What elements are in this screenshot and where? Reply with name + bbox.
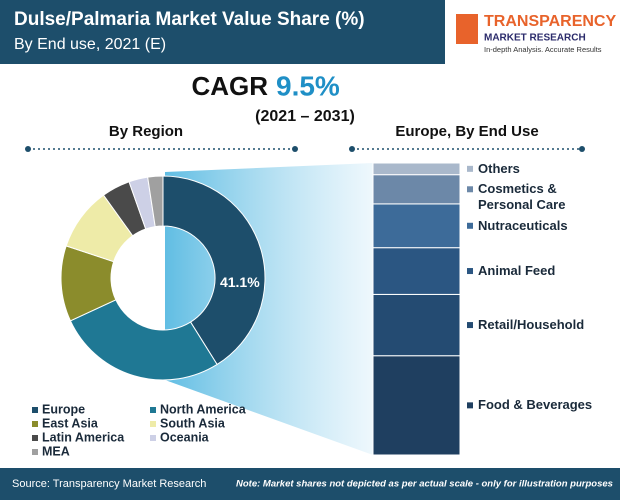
legend-swatch	[150, 407, 156, 413]
bar-segment	[372, 174, 461, 205]
divider-dot	[25, 146, 31, 152]
legend-label: Food & Beverages	[478, 397, 593, 413]
title-band	[0, 0, 445, 64]
subtitle: By End use, 2021 (E)	[14, 36, 166, 53]
legend-swatch	[32, 421, 38, 427]
divider-dot	[579, 146, 585, 152]
donut-title: By Region	[109, 123, 183, 140]
legend-swatch	[150, 435, 156, 441]
legend-swatch	[32, 407, 38, 413]
cagr-period: (2021 – 2031)	[255, 108, 355, 125]
donut-slice	[147, 175, 164, 228]
bar-segment	[372, 293, 461, 357]
divider-dot	[292, 146, 298, 152]
logo-name: TRANSPARENCY	[484, 13, 616, 30]
cagr-label: CAGR	[191, 71, 268, 101]
footer-band	[0, 468, 620, 500]
legend-swatch	[467, 402, 473, 409]
legend-label: MEA	[42, 444, 70, 458]
logo-line: MARKET RESEARCH	[484, 33, 586, 44]
legend-swatch	[467, 322, 473, 329]
legend-label: South Asia	[160, 416, 226, 430]
cagr-value: 9.5%	[276, 70, 340, 101]
donut-slice	[162, 175, 266, 366]
legend-swatch	[467, 165, 473, 172]
legend-label: Cosmetics & Personal Care	[478, 181, 566, 213]
legend-swatch	[150, 421, 156, 427]
legend-label: Nutraceuticals	[478, 217, 568, 233]
logo-tagline: In-depth Analysis. Accurate Results	[484, 45, 602, 54]
note: Note: Market shares not depicted as per …	[236, 479, 613, 490]
bar-title: Europe, By End Use	[395, 123, 538, 140]
legend-label: Retail/Household	[478, 317, 585, 333]
legend-label: Others	[478, 160, 520, 176]
data-label: 41.1%	[220, 274, 260, 290]
legend-label: Latin America	[42, 430, 125, 444]
title: Dulse/Palmaria Market Value Share (%)	[14, 9, 365, 30]
bar-segment	[372, 247, 461, 295]
legend-label: Europe	[42, 402, 85, 416]
legend-swatch	[467, 268, 473, 275]
legend-swatch	[467, 186, 473, 193]
legend-label: Animal Feed	[478, 263, 556, 279]
bar-segment	[372, 162, 461, 176]
legend-label: East Asia	[42, 416, 99, 430]
legend-swatch	[32, 435, 38, 441]
bar-segment	[372, 203, 461, 249]
legend-swatch	[467, 222, 473, 229]
divider-dot	[349, 146, 355, 152]
source: Source: Transparency Market Research	[12, 478, 206, 490]
legend-label: North America	[160, 402, 247, 416]
donut-slice	[69, 299, 218, 381]
logo-icon	[456, 14, 478, 44]
legend-label: Oceania	[160, 430, 210, 444]
bar-segment	[372, 355, 461, 456]
legend-swatch	[32, 449, 38, 455]
